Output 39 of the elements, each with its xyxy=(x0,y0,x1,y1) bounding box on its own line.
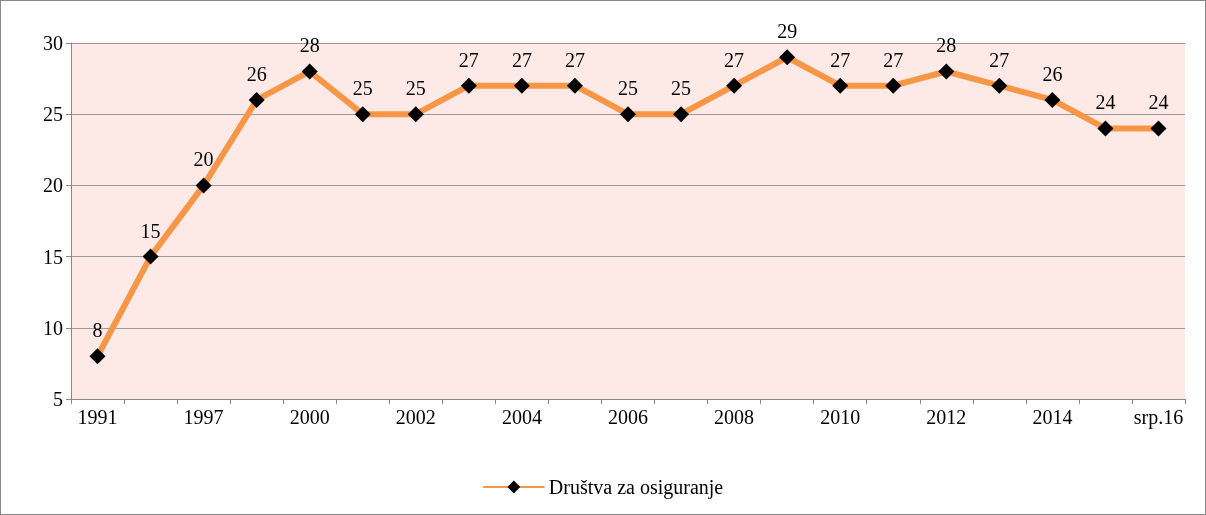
x-tick-label: srp.16 xyxy=(1133,406,1184,429)
legend-label: Društva za osiguranje xyxy=(548,476,724,499)
y-tick-label: 10 xyxy=(43,316,63,339)
x-tick-label: 1991 xyxy=(77,406,118,428)
data-label: 27 xyxy=(883,48,904,71)
data-label: 27 xyxy=(564,48,585,71)
data-label: 29 xyxy=(777,20,798,43)
x-tick-label: 2008 xyxy=(714,406,755,428)
y-tick-label: 5 xyxy=(53,388,63,410)
x-tick-label: 2012 xyxy=(926,406,967,428)
data-label: 20 xyxy=(193,148,214,171)
x-tick-label: 2014 xyxy=(1032,406,1073,428)
data-label: 27 xyxy=(724,48,745,71)
data-label: 25 xyxy=(671,77,692,100)
y-tick-label: 30 xyxy=(43,32,63,54)
data-label: 26 xyxy=(246,62,267,85)
x-tick-label: 1997 xyxy=(183,406,224,428)
data-label: 24 xyxy=(1148,91,1169,114)
x-tick-label: 2006 xyxy=(608,406,648,428)
data-label: 25 xyxy=(352,77,373,100)
data-label: 25 xyxy=(618,77,638,100)
x-tick-label: 2010 xyxy=(820,406,861,428)
y-tick-label: 15 xyxy=(43,245,63,268)
data-label: 26 xyxy=(1042,62,1063,85)
y-tick-label: 20 xyxy=(43,174,63,197)
data-label: 15 xyxy=(140,219,161,242)
x-tick-label: 2000 xyxy=(289,406,330,428)
data-label: 28 xyxy=(299,34,320,57)
x-tick-label: 2004 xyxy=(501,406,542,428)
data-label: 27 xyxy=(458,48,479,71)
data-label: 24 xyxy=(1095,91,1116,114)
data-label: 28 xyxy=(936,34,957,57)
data-label: 27 xyxy=(830,48,851,71)
data-label: 25 xyxy=(405,77,426,100)
x-tick-label: 2002 xyxy=(395,406,436,428)
data-label: 8 xyxy=(92,319,103,342)
data-label: 27 xyxy=(989,48,1010,71)
y-tick-label: 25 xyxy=(43,103,63,126)
data-label: 27 xyxy=(511,48,532,71)
